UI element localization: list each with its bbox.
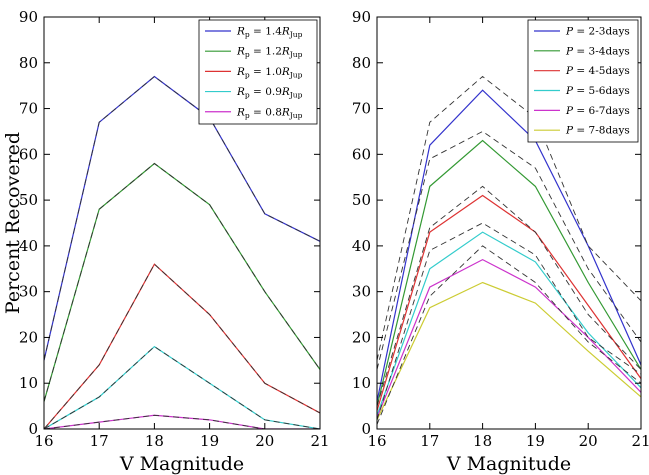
legend-label: P = 5-6days <box>565 85 630 97</box>
legend: Rp = 1.4RJup Rp = 1.2RJup Rp = 1.0RJup Rp =… <box>198 19 318 125</box>
y-tick-label: 80 <box>19 54 38 72</box>
y-axis-title: Percent Recovered <box>2 132 24 314</box>
series-line-2 <box>44 162 320 402</box>
dashed-model-line-2 <box>377 130 641 370</box>
y-tick-label: 90 <box>19 8 38 26</box>
dashed-model-line-1 <box>377 75 641 361</box>
y-tick-label: 10 <box>19 374 38 392</box>
dashed-model-line-4 <box>44 346 320 429</box>
y-tick-label: 60 <box>352 145 371 163</box>
x-axis-title: V Magnitude <box>119 453 244 475</box>
y-tick-label: 80 <box>352 54 371 72</box>
x-tick-label: 16 <box>34 432 53 450</box>
y-tick-label: 10 <box>352 374 371 392</box>
series-lines <box>44 75 320 429</box>
dashed-model-line-1 <box>44 75 320 361</box>
y-tick-label: 20 <box>352 328 371 346</box>
y-tick-label: 70 <box>352 100 371 118</box>
y-tick-label: 0 <box>361 420 371 438</box>
legend-label: Rp = 1.2RJup <box>236 46 303 60</box>
legend-label: P = 7-8days <box>565 125 630 137</box>
series-line-5 <box>44 414 320 429</box>
dashed-model-line-4 <box>377 222 641 420</box>
x-tick-label: 17 <box>90 432 109 450</box>
series-line-6 <box>377 281 641 421</box>
legend-box <box>198 19 318 125</box>
x-tick-label: 21 <box>631 432 649 450</box>
legend-box <box>527 19 639 143</box>
legend-label: Rp = 0.9RJup <box>236 86 303 100</box>
left-panel-recovery-by-radius: 16 17 18 19 20 21 0 10 20 30 40 50 60 70 80 90 V Magnitu… <box>2 8 330 475</box>
series-line-3 <box>377 194 641 411</box>
y-tick-label: 90 <box>352 8 371 26</box>
x-tick-label: 19 <box>200 432 219 450</box>
series-line-1 <box>377 89 641 402</box>
legend-label: Rp = 0.8RJup <box>236 106 303 120</box>
legend-label: P = 4-5days <box>565 65 630 77</box>
series-lines <box>377 75 641 425</box>
x-tick-label: 18 <box>473 432 492 450</box>
legend: P = 2-3days P = 3-4days P = 4-5days P = 5-6… <box>527 19 639 143</box>
dashed-model-line-3 <box>44 263 320 429</box>
x-axis-title: V Magnitude <box>446 453 571 475</box>
y-tick-label: 30 <box>19 283 38 301</box>
series-line-5 <box>377 258 641 418</box>
legend-label: P = 3-4days <box>565 45 630 57</box>
x-tick-label: 16 <box>367 432 386 450</box>
y-tick-label: 60 <box>19 145 38 163</box>
x-tick-label: 20 <box>255 432 274 450</box>
x-tick-label: 20 <box>579 432 598 450</box>
series-line-4 <box>44 345 320 429</box>
legend-label: P = 2-3days <box>565 26 630 38</box>
x-tick-label: 18 <box>145 432 164 450</box>
dashed-model-line-2 <box>44 162 320 402</box>
dashed-model-line-3 <box>377 185 641 407</box>
y-tick-label: 50 <box>19 191 38 209</box>
y-tick-label: 20 <box>19 328 38 346</box>
dashed-model-line-5 <box>377 245 641 425</box>
legend-label: Rp = 1.0RJup <box>236 66 303 80</box>
y-tick-label: 40 <box>19 237 38 255</box>
plot-frame <box>376 16 642 430</box>
legend-label: Rp = 1.4RJup <box>236 26 303 40</box>
series-line-4 <box>377 231 641 416</box>
series-line-2 <box>377 139 641 407</box>
x-tick-label: 21 <box>310 432 329 450</box>
plot-frame <box>43 16 321 430</box>
x-tick-label: 19 <box>526 432 545 450</box>
legend-label: P = 6-7days <box>565 105 630 117</box>
y-tick-label: 50 <box>352 191 371 209</box>
x-tick-label: 17 <box>420 432 439 450</box>
right-panel-recovery-by-period: 16 17 18 19 20 21 0 10 20 30 40 50 60 70 80 90 V Magnitu… <box>352 8 649 475</box>
y-tick-label: 30 <box>352 283 371 301</box>
y-tick-label: 70 <box>19 100 38 118</box>
y-tick-label: 40 <box>352 237 371 255</box>
y-tick-label: 0 <box>28 420 38 438</box>
